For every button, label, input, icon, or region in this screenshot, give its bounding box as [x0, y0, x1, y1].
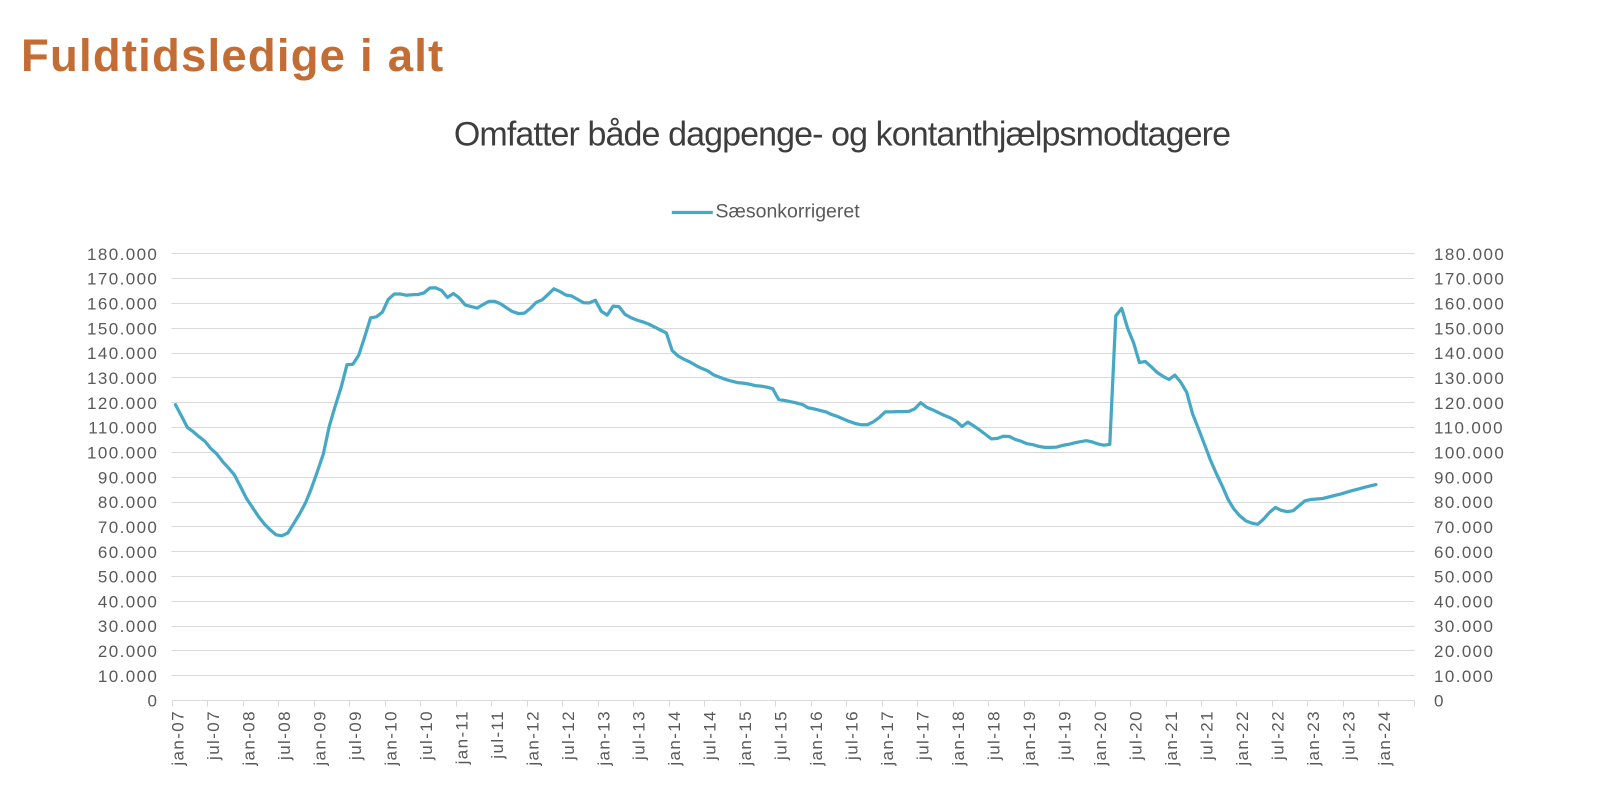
svg-text:70.000: 70.000: [98, 518, 158, 537]
svg-text:jul-12: jul-12: [559, 710, 578, 761]
svg-text:jul-14: jul-14: [701, 710, 720, 761]
svg-text:jul-16: jul-16: [843, 710, 862, 761]
svg-text:jul-09: jul-09: [346, 710, 365, 761]
svg-text:80.000: 80.000: [98, 493, 158, 512]
svg-text:jul-15: jul-15: [772, 710, 791, 761]
svg-text:120.000: 120.000: [1434, 394, 1505, 413]
svg-text:120.000: 120.000: [87, 394, 158, 413]
svg-text:90.000: 90.000: [98, 468, 158, 487]
svg-text:jul-23: jul-23: [1339, 710, 1358, 761]
svg-text:jan-08: jan-08: [239, 710, 258, 767]
svg-text:160.000: 160.000: [87, 295, 158, 314]
svg-text:60.000: 60.000: [98, 543, 158, 562]
svg-text:jan-09: jan-09: [310, 710, 329, 767]
svg-text:jul-17: jul-17: [914, 710, 933, 761]
svg-text:50.000: 50.000: [1434, 568, 1494, 587]
svg-text:180.000: 180.000: [1434, 245, 1505, 264]
svg-text:0: 0: [1434, 692, 1445, 711]
svg-text:Sæsonkorrigeret: Sæsonkorrigeret: [716, 201, 861, 223]
svg-text:0: 0: [147, 692, 158, 711]
svg-text:jan-22: jan-22: [1233, 710, 1252, 767]
svg-text:40.000: 40.000: [1434, 592, 1494, 611]
svg-text:160.000: 160.000: [1434, 295, 1505, 314]
svg-text:jan-15: jan-15: [736, 710, 755, 767]
svg-text:110.000: 110.000: [1434, 419, 1504, 438]
svg-text:40.000: 40.000: [98, 592, 158, 611]
svg-text:10.000: 10.000: [1434, 667, 1494, 686]
svg-text:140.000: 140.000: [87, 344, 158, 363]
svg-text:180.000: 180.000: [87, 245, 158, 264]
svg-text:jul-19: jul-19: [1056, 710, 1075, 761]
svg-text:jul-10: jul-10: [417, 710, 436, 761]
svg-text:20.000: 20.000: [98, 642, 158, 661]
svg-text:jan-13: jan-13: [594, 710, 613, 767]
svg-text:50.000: 50.000: [98, 568, 158, 587]
svg-text:100.000: 100.000: [1434, 444, 1505, 463]
svg-text:150.000: 150.000: [87, 319, 158, 338]
svg-text:90.000: 90.000: [1434, 468, 1494, 487]
svg-text:110.000: 110.000: [88, 419, 158, 438]
svg-text:jan-11: jan-11: [452, 710, 471, 765]
svg-text:jul-18: jul-18: [985, 710, 1004, 761]
svg-text:jul-13: jul-13: [630, 710, 649, 761]
svg-text:70.000: 70.000: [1434, 518, 1494, 537]
svg-text:jan-07: jan-07: [169, 710, 188, 767]
svg-text:170.000: 170.000: [87, 270, 158, 289]
svg-text:10.000: 10.000: [98, 667, 158, 686]
svg-text:jul-08: jul-08: [275, 710, 294, 761]
svg-text:jan-20: jan-20: [1091, 710, 1110, 767]
svg-text:30.000: 30.000: [98, 617, 158, 636]
svg-text:150.000: 150.000: [1434, 319, 1505, 338]
svg-text:170.000: 170.000: [1434, 270, 1505, 289]
svg-text:jan-14: jan-14: [665, 710, 684, 767]
svg-text:80.000: 80.000: [1434, 493, 1494, 512]
svg-text:jan-16: jan-16: [807, 710, 826, 767]
svg-text:20.000: 20.000: [1434, 642, 1494, 661]
svg-text:jul-11: jul-11: [488, 710, 507, 760]
svg-text:jul-07: jul-07: [204, 710, 223, 761]
svg-text:jan-17: jan-17: [878, 710, 897, 767]
svg-text:jan-18: jan-18: [949, 710, 968, 767]
svg-text:130.000: 130.000: [1434, 369, 1505, 388]
svg-text:jan-21: jan-21: [1162, 710, 1181, 767]
svg-text:130.000: 130.000: [87, 369, 158, 388]
svg-text:140.000: 140.000: [1434, 344, 1505, 363]
svg-text:jan-12: jan-12: [523, 710, 542, 767]
svg-text:Fuldtidsledige i alt: Fuldtidsledige i alt: [21, 30, 444, 81]
svg-text:30.000: 30.000: [1434, 617, 1494, 636]
svg-text:jan-10: jan-10: [381, 710, 400, 767]
svg-text:60.000: 60.000: [1434, 543, 1494, 562]
svg-text:100.000: 100.000: [87, 444, 158, 463]
svg-text:Omfatter både dagpenge- og kon: Omfatter både dagpenge- og kontanthjælps…: [454, 116, 1230, 154]
svg-text:jul-21: jul-21: [1198, 710, 1217, 761]
svg-text:jul-22: jul-22: [1268, 710, 1287, 761]
svg-text:jul-20: jul-20: [1127, 710, 1146, 761]
svg-text:jan-23: jan-23: [1304, 710, 1323, 767]
svg-text:jan-19: jan-19: [1020, 710, 1039, 767]
svg-text:jan-24: jan-24: [1375, 710, 1394, 767]
